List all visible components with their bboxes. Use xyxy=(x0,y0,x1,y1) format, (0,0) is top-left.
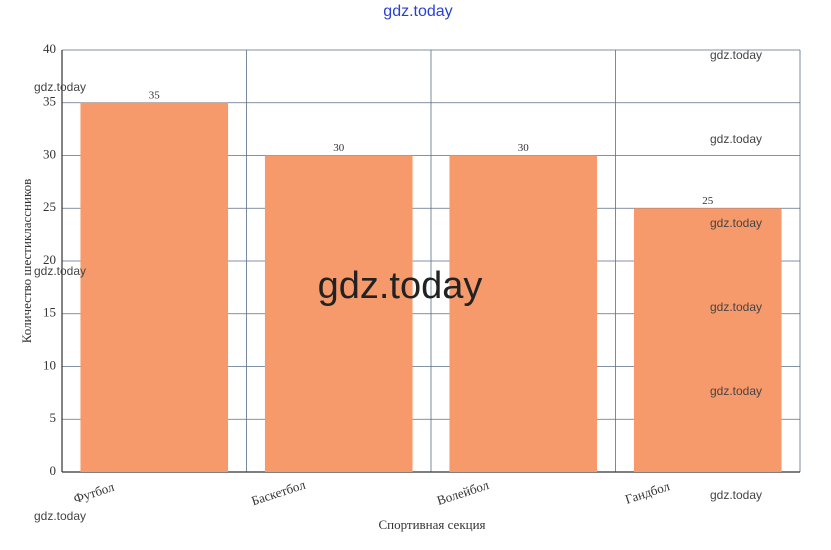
bar xyxy=(449,155,598,472)
watermark: gdz.today xyxy=(710,384,762,398)
watermark: gdz.today xyxy=(710,48,762,62)
watermark: gdz.today xyxy=(710,488,762,502)
y-tick-label: 40 xyxy=(43,41,56,56)
watermark: gdz.today xyxy=(318,265,483,307)
y-tick-label: 10 xyxy=(43,357,56,372)
x-axis-label: Спортивная секция xyxy=(378,517,485,532)
data-label: 30 xyxy=(518,142,530,154)
watermark: gdz.today xyxy=(710,300,762,314)
y-tick-label: 20 xyxy=(43,252,56,267)
bar xyxy=(264,155,413,472)
bar xyxy=(80,102,229,472)
y-tick-label: 25 xyxy=(43,199,56,214)
watermark: gdz.today xyxy=(710,132,762,146)
watermark: gdz.today xyxy=(34,80,86,94)
x-tick-label: Баскетбол xyxy=(249,477,307,509)
watermark: gdz.today xyxy=(383,3,452,20)
y-tick-label: 15 xyxy=(43,305,56,320)
watermark: gdz.today xyxy=(34,264,86,278)
y-tick-label: 0 xyxy=(50,463,57,478)
data-label: 35 xyxy=(149,89,161,101)
y-tick-label: 5 xyxy=(50,410,57,425)
data-label: 25 xyxy=(702,195,714,207)
watermark: gdz.today xyxy=(710,216,762,230)
y-tick-label: 30 xyxy=(43,146,56,161)
data-label: 30 xyxy=(333,142,345,154)
x-tick-label: Гандбол xyxy=(623,478,672,507)
y-tick-label: 35 xyxy=(43,94,56,109)
x-tick-label: Волейбол xyxy=(435,477,491,508)
y-axis-label: Количество шестиклассников xyxy=(19,179,34,344)
watermark: gdz.today xyxy=(34,509,86,523)
x-tick-label: Футбол xyxy=(72,479,117,506)
bar xyxy=(633,208,782,472)
